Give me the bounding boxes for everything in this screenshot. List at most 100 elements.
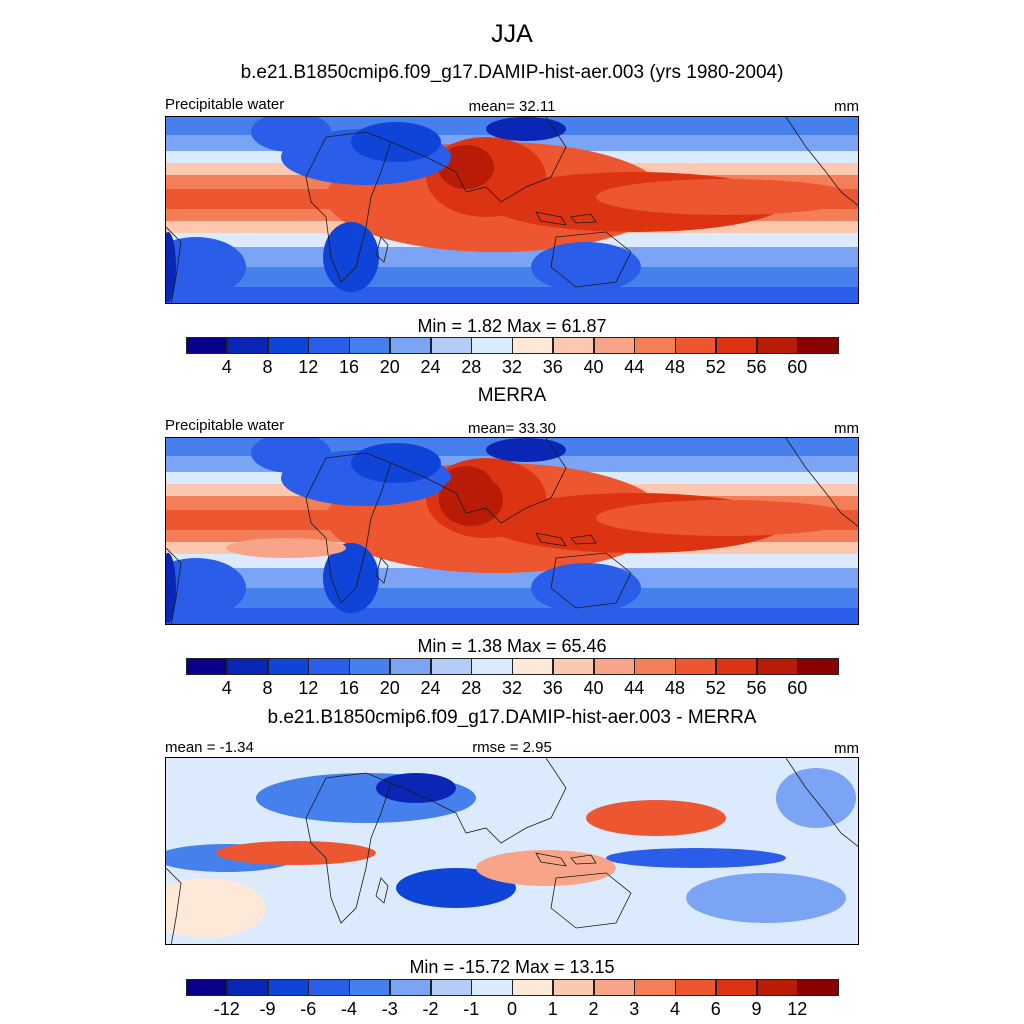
colorbar-swatch [186, 979, 228, 996]
colorbar-tick-label: 8 [262, 678, 273, 698]
colorbar-swatch [430, 658, 472, 675]
colorbar-swatch [226, 658, 268, 675]
colorbar-tick-label: 3 [629, 999, 640, 1019]
colorbar-tick-label: 28 [461, 357, 482, 377]
colorbar-tick-label: 48 [664, 678, 686, 698]
colorbar-tick-label: 1 [547, 999, 558, 1019]
colorbar-swatch [552, 337, 594, 354]
colorbar-swatch [226, 337, 268, 354]
colorbar-swatch [349, 658, 391, 675]
colorbar-swatch [308, 658, 350, 675]
colorbar-swatch [349, 337, 391, 354]
colorbar-tick-label: 4 [221, 678, 232, 698]
colorbar-swatch [675, 979, 717, 996]
panel-3-rmse-label: rmse = 2.95 [472, 739, 552, 756]
colorbar-tick-label: 28 [461, 678, 482, 698]
panel-1-units-label: mm [834, 98, 859, 115]
panel-3-mean-label: mean = -1.34 [165, 739, 254, 756]
colorbar-swatch [186, 337, 228, 354]
colorbar-swatch [267, 658, 309, 675]
colorbar-tick-label: 24 [420, 357, 441, 377]
figure-title: JJA [491, 20, 533, 48]
colorbar-tick-label: 16 [338, 678, 360, 698]
colorbar-tick-label: 12 [298, 357, 319, 377]
colorbar-tick-label: 20 [379, 357, 400, 377]
colorbar-swatch [308, 337, 350, 354]
panel-2-map [165, 437, 859, 625]
colorbar-tick-label: 44 [624, 678, 645, 698]
colorbar-swatch [634, 979, 676, 996]
panel-1-colorbar: 4 8 12 16 20 24 28 32 36 40 44 48 52 56 60 [186, 337, 839, 377]
colorbar-tick-label: 40 [583, 678, 604, 698]
colorbar-tick-label: 12 [787, 999, 808, 1019]
colorbar-tick-label: 40 [583, 357, 604, 377]
colorbar-tick-label: 9 [751, 999, 762, 1019]
panel-1-field [166, 117, 858, 303]
panel-3-coastlines [166, 758, 858, 944]
colorbar-swatch [471, 979, 513, 996]
colorbar-swatch [797, 658, 839, 675]
colorbar-swatch [634, 658, 676, 675]
colorbar-swatch [512, 658, 554, 675]
colorbar-tick-label: 0 [506, 999, 518, 1019]
colorbar-tick-label: 32 [501, 357, 523, 377]
colorbar-swatch [186, 658, 228, 675]
panel-2-units-label: mm [834, 420, 859, 437]
colorbar-swatch [267, 979, 309, 996]
colorbar-tick-label: 24 [420, 678, 441, 698]
colorbar-tick-label: -2 [422, 999, 439, 1019]
panel-3-map [165, 757, 859, 945]
panel-2-colorbar: 4 8 12 16 20 24 28 32 36 40 44 48 52 56 60 [186, 658, 839, 698]
colorbar-tick-label: -4 [340, 999, 358, 1019]
panel-3-heading: b.e21.B1850cmip6.f09_g17.DAMIP-hist-aer.… [267, 707, 757, 728]
panel-1-coastlines [166, 117, 858, 303]
colorbar-tick-label: 52 [705, 678, 726, 698]
panel-1-variable-label: Precipitable water [165, 96, 285, 113]
panel-2-heading: MERRA [477, 385, 547, 406]
colorbar-swatch [512, 337, 554, 354]
colorbar-swatch [552, 658, 594, 675]
panel-2-field [166, 438, 858, 624]
colorbar-swatch [471, 337, 513, 354]
colorbar-swatch [471, 658, 513, 675]
colorbar-tick-label: 60 [787, 678, 808, 698]
colorbar-tick-label: -1 [463, 999, 480, 1019]
colorbar-swatch [389, 337, 431, 354]
colorbar-tick-label: 56 [746, 357, 767, 377]
colorbar-swatch [593, 337, 635, 354]
colorbar-tick-label: -3 [381, 999, 398, 1019]
colorbar-swatch [797, 337, 839, 354]
colorbar-tick-label: 52 [705, 357, 726, 377]
colorbar-tick-label: 60 [787, 357, 808, 377]
colorbar-swatch [715, 658, 757, 675]
colorbar-swatch [512, 979, 554, 996]
colorbar-tick-label: 4 [221, 357, 232, 377]
colorbar-swatch [797, 979, 839, 996]
panel-3-units-label: mm [834, 740, 859, 757]
colorbar-tick-label: 2 [588, 999, 599, 1019]
colorbar-swatch [715, 979, 757, 996]
colorbar-tick-label: 36 [542, 357, 563, 377]
colorbar-tick-label: 12 [298, 678, 319, 698]
colorbar-swatch [756, 337, 798, 354]
panel-1-minmax: Min = 1.82 Max = 61.87 [417, 316, 607, 336]
colorbar-swatch [430, 979, 472, 996]
panel-1-heading: b.e21.B1850cmip6.f09_g17.DAMIP-hist-aer.… [240, 62, 784, 83]
colorbar-swatch [308, 979, 350, 996]
colorbar-tick-label: 32 [501, 678, 523, 698]
colorbar-tick-label: 44 [624, 357, 645, 377]
colorbar-tick-label: 56 [746, 678, 767, 698]
colorbar-tick-label: 6 [710, 999, 721, 1019]
colorbar-swatch [634, 337, 676, 354]
colorbar-swatch [389, 979, 431, 996]
colorbar-tick-label: -9 [259, 999, 276, 1019]
colorbar-tick-label: 8 [262, 357, 273, 377]
colorbar-tick-label: 20 [379, 678, 400, 698]
colorbar-swatch [349, 979, 391, 996]
colorbar-tick-label: 36 [542, 678, 563, 698]
colorbar-swatch [675, 337, 717, 354]
panel-1-map [165, 116, 859, 304]
colorbar-swatch [593, 979, 635, 996]
panel-3-colorbar: -12 -9 -6 -4 -3 -2 -1 0 1 2 3 4 6 9 12 [186, 979, 839, 1019]
colorbar-swatch [756, 979, 798, 996]
